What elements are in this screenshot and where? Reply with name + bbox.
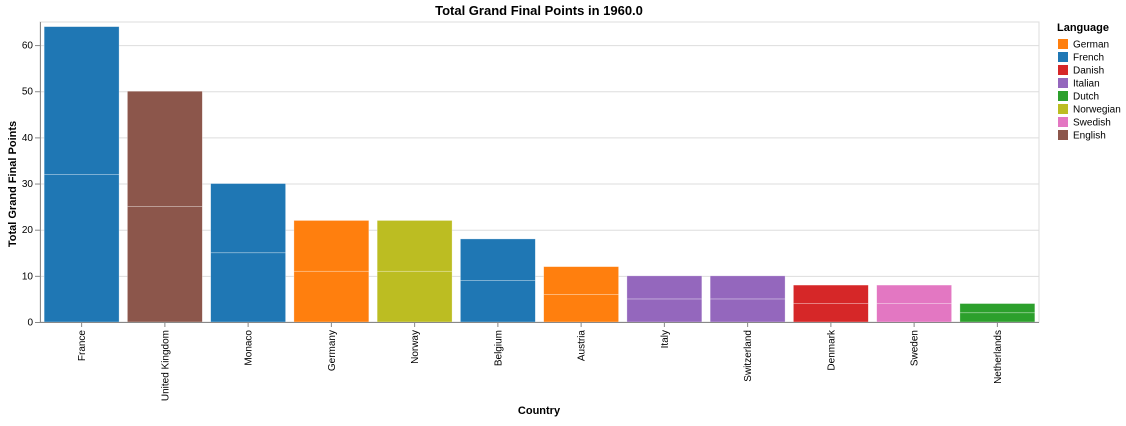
bar-segment (43, 174, 120, 323)
bars (43, 26, 1036, 323)
bar-segment (127, 90, 203, 207)
legend-swatch (1058, 91, 1068, 101)
bar-segment (543, 294, 619, 323)
x-tick-label: Denmark (826, 329, 837, 371)
x-axis: France United Kingdom Monaco Germany Norway B… (40, 322, 1039, 401)
legend-label: Norwegian (1073, 105, 1121, 116)
y-tick-label: 20 (22, 225, 34, 236)
y-tick-label: 30 (22, 179, 34, 190)
bar-segment (876, 284, 952, 304)
bar-segment (959, 303, 1036, 314)
bar-segment (876, 303, 952, 323)
legend-swatch (1058, 65, 1068, 75)
x-tick-label: Monaco (244, 330, 255, 366)
legend-label: German (1073, 40, 1109, 51)
legend: Language German French Danish Italian Dutch No… (1057, 22, 1121, 142)
bar-segment (959, 312, 1036, 323)
bar-segment (293, 270, 370, 323)
bar-segment (543, 266, 619, 295)
bar-segment (293, 220, 370, 272)
legend-label: Italian (1073, 79, 1100, 90)
y-axis: 0 10 20 30 40 50 60 (22, 22, 41, 329)
legend-title: Language (1057, 22, 1109, 34)
x-tick-label: Netherlands (993, 330, 1004, 384)
bar-segment (127, 206, 203, 323)
legend-label: Danish (1073, 66, 1104, 77)
x-tick-label: United Kingdom (160, 330, 171, 401)
y-axis-title: Total Grand Final Points (7, 121, 19, 247)
bar-segment (43, 26, 120, 175)
x-tick-label: France (77, 330, 88, 362)
legend-label: Swedish (1073, 118, 1111, 129)
bar-segment (460, 280, 536, 323)
x-tick-label: Norway (410, 330, 421, 364)
legend-swatch (1058, 78, 1068, 88)
x-tick-label: Austria (577, 330, 588, 362)
x-tick-label: Italy (660, 330, 671, 348)
y-tick-label: 40 (22, 133, 34, 144)
y-tick-label: 0 (27, 318, 33, 329)
bar-segment (210, 183, 286, 254)
bar-segment (793, 284, 869, 304)
chart-title: Total Grand Final Points in 1960.0 (435, 3, 643, 18)
bar-segment (626, 298, 703, 323)
bar-segment (376, 220, 453, 272)
legend-swatch (1058, 130, 1068, 140)
legend-swatch (1058, 52, 1068, 62)
y-tick-label: 50 (22, 87, 34, 98)
x-axis-title: Country (518, 405, 561, 417)
legend-label: English (1073, 131, 1106, 142)
y-tick-label: 10 (22, 271, 34, 282)
y-tick-label: 60 (22, 41, 34, 52)
bar-segment (793, 303, 869, 323)
legend-swatch (1058, 104, 1068, 114)
bar-segment (709, 298, 786, 323)
bar-segment (376, 270, 453, 323)
x-tick-label: Sweden (910, 330, 921, 366)
legend-swatch (1058, 39, 1068, 49)
legend-label: Dutch (1073, 92, 1099, 103)
bar-segment (709, 275, 786, 300)
x-tick-label: Switzerland (743, 330, 754, 382)
bar-segment (460, 238, 536, 281)
legend-label: French (1073, 53, 1104, 64)
x-tick-label: Belgium (493, 330, 504, 366)
bar-segment (626, 275, 703, 300)
bar-segment (210, 252, 286, 323)
x-tick-label: Germany (327, 330, 338, 371)
legend-swatch (1058, 117, 1068, 127)
